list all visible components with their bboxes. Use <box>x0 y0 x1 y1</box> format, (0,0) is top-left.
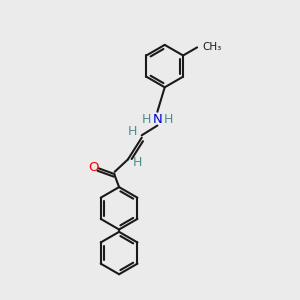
Text: O: O <box>88 161 98 174</box>
Text: CH₃: CH₃ <box>202 42 222 52</box>
Text: H: H <box>128 125 137 138</box>
Text: N: N <box>152 112 162 126</box>
Text: H: H <box>133 156 142 169</box>
Text: H: H <box>164 112 173 126</box>
Text: H: H <box>142 112 151 126</box>
